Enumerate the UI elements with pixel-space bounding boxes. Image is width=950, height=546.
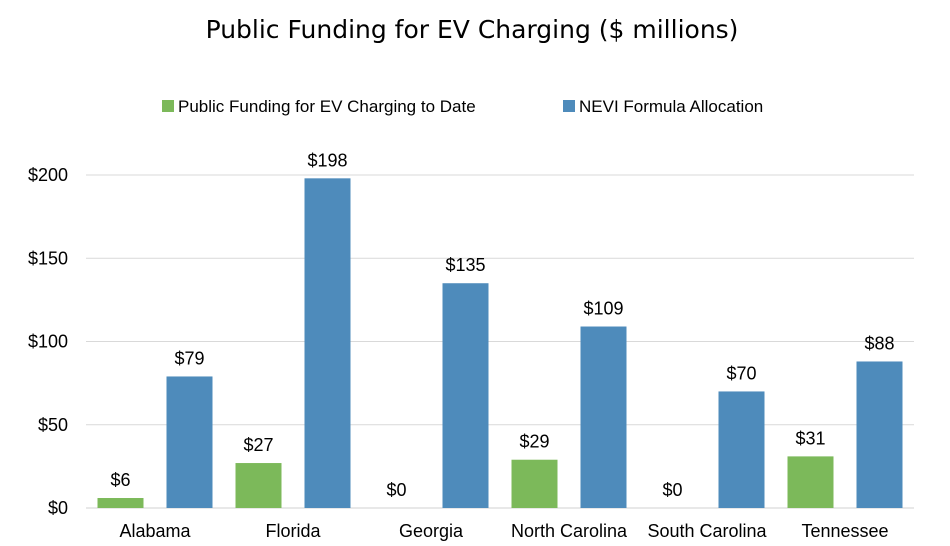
x-axis-categories: Alabama Florida Georgia North Carolina South… [119,521,888,541]
x-category-label: Alabama [119,521,191,541]
data-label: $27 [243,435,273,455]
data-label: $79 [174,348,204,368]
bars [97,178,903,508]
chart-title: Public Funding for EV Charging ($ millio… [206,15,739,44]
bar-nevi-north-carolina [580,326,627,508]
x-category-label: North Carolina [511,521,628,541]
data-label: $31 [795,428,825,448]
bar-public-funding-florida [235,463,282,508]
bar-nevi-tennessee [856,361,903,508]
bar-nevi-georgia [442,283,489,508]
data-label: $0 [386,480,406,500]
data-label: $109 [583,299,623,319]
data-label: $29 [519,432,549,452]
bar-public-funding-alabama [97,498,144,508]
data-label: $0 [662,480,682,500]
legend-label-nevi: NEVI Formula Allocation [579,97,763,116]
bar-nevi-south-carolina [718,391,765,508]
legend-label-public-funding: Public Funding for EV Charging to Date [178,97,476,116]
x-category-label: Florida [265,521,321,541]
data-label: $135 [445,255,485,275]
y-tick-label: $150 [28,248,68,268]
y-tick-label: $100 [28,332,68,352]
data-label: $70 [726,363,756,383]
data-label: $6 [110,470,130,490]
y-axis-ticks: $0 $50 $100 $150 $200 [28,165,68,518]
x-category-label: Tennessee [801,521,888,541]
x-category-label: Georgia [399,521,464,541]
bar-nevi-florida [304,178,351,508]
legend-swatch-public-funding [162,100,174,112]
bar-public-funding-north-carolina [511,459,558,508]
y-tick-label: $0 [48,498,68,518]
y-tick-label: $200 [28,165,68,185]
y-tick-label: $50 [38,415,68,435]
data-label: $198 [307,150,347,170]
legend: Public Funding for EV Charging to Date N… [162,97,763,116]
data-label: $88 [864,333,894,353]
bar-public-funding-tennessee [787,456,834,508]
legend-swatch-nevi [563,100,575,112]
bar-nevi-alabama [166,376,213,508]
gridlines [86,174,914,509]
data-labels: $6 $79 $27 $198 $0 $135 $29 $109 $0 $70 $31 $88 [110,150,894,500]
x-category-label: South Carolina [647,521,767,541]
